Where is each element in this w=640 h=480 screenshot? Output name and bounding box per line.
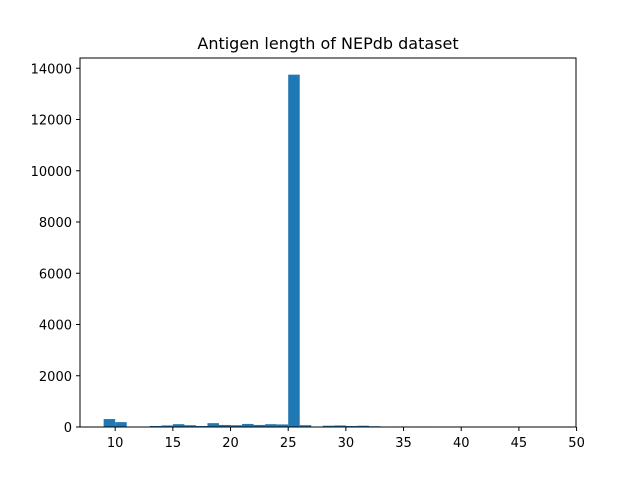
histogram-bar-14 [265,424,277,427]
histogram-bar-4 [149,425,162,427]
x-axis-ticks: 10 15 20 25 30 35 40 45 50 [107,427,585,451]
histogram-bar-15 [276,424,289,427]
x-tick-label-5: 35 [395,436,412,451]
histogram-bar-9 [207,423,219,427]
y-axis-ticks: 0 2000 4000 6000 8000 10000 12000 14000 [31,62,80,436]
histogram-bar-8 [195,425,208,427]
histogram-bar-7 [184,425,196,427]
y-tick-label-5: 10000 [31,165,72,180]
x-tick-label-8: 50 [568,436,585,451]
bars-group [103,74,554,427]
x-tick-label-4: 30 [338,436,355,451]
y-tick-label-4: 8000 [39,216,72,231]
histogram-bar-11 [230,425,243,427]
histogram-bar-5 [161,425,173,427]
histogram-bar-10 [219,424,231,427]
histogram-bar-0 [103,419,116,427]
x-tick-label-7: 45 [511,436,528,451]
histogram-bar-16 [288,74,300,427]
y-tick-label-7: 14000 [31,62,72,77]
x-tick-label-0: 10 [107,436,124,451]
histogram-bar-21 [345,425,358,427]
histogram-bar-22 [357,425,369,427]
plot-frame [79,57,577,428]
x-tick-label-6: 40 [453,436,470,451]
y-tick-label-3: 6000 [39,267,72,282]
histogram-bar-1 [115,422,127,427]
histogram-bar-20 [334,425,346,427]
x-tick-label-2: 20 [222,436,239,451]
y-tick-label-6: 12000 [31,114,72,129]
y-tick-label-2: 4000 [39,319,72,334]
histogram-bar-12 [242,423,254,427]
x-tick-label-3: 25 [280,436,297,451]
histogram-bar-13 [253,424,266,427]
y-tick-label-0: 0 [64,421,72,436]
y-tick-label-1: 2000 [39,370,72,385]
x-tick-label-1: 15 [165,436,182,451]
histogram-bar-6 [172,424,185,427]
histogram-bar-17 [299,425,312,427]
histogram-bar-19 [322,425,335,427]
chart-title: Antigen length of NEPdb dataset [197,34,458,53]
